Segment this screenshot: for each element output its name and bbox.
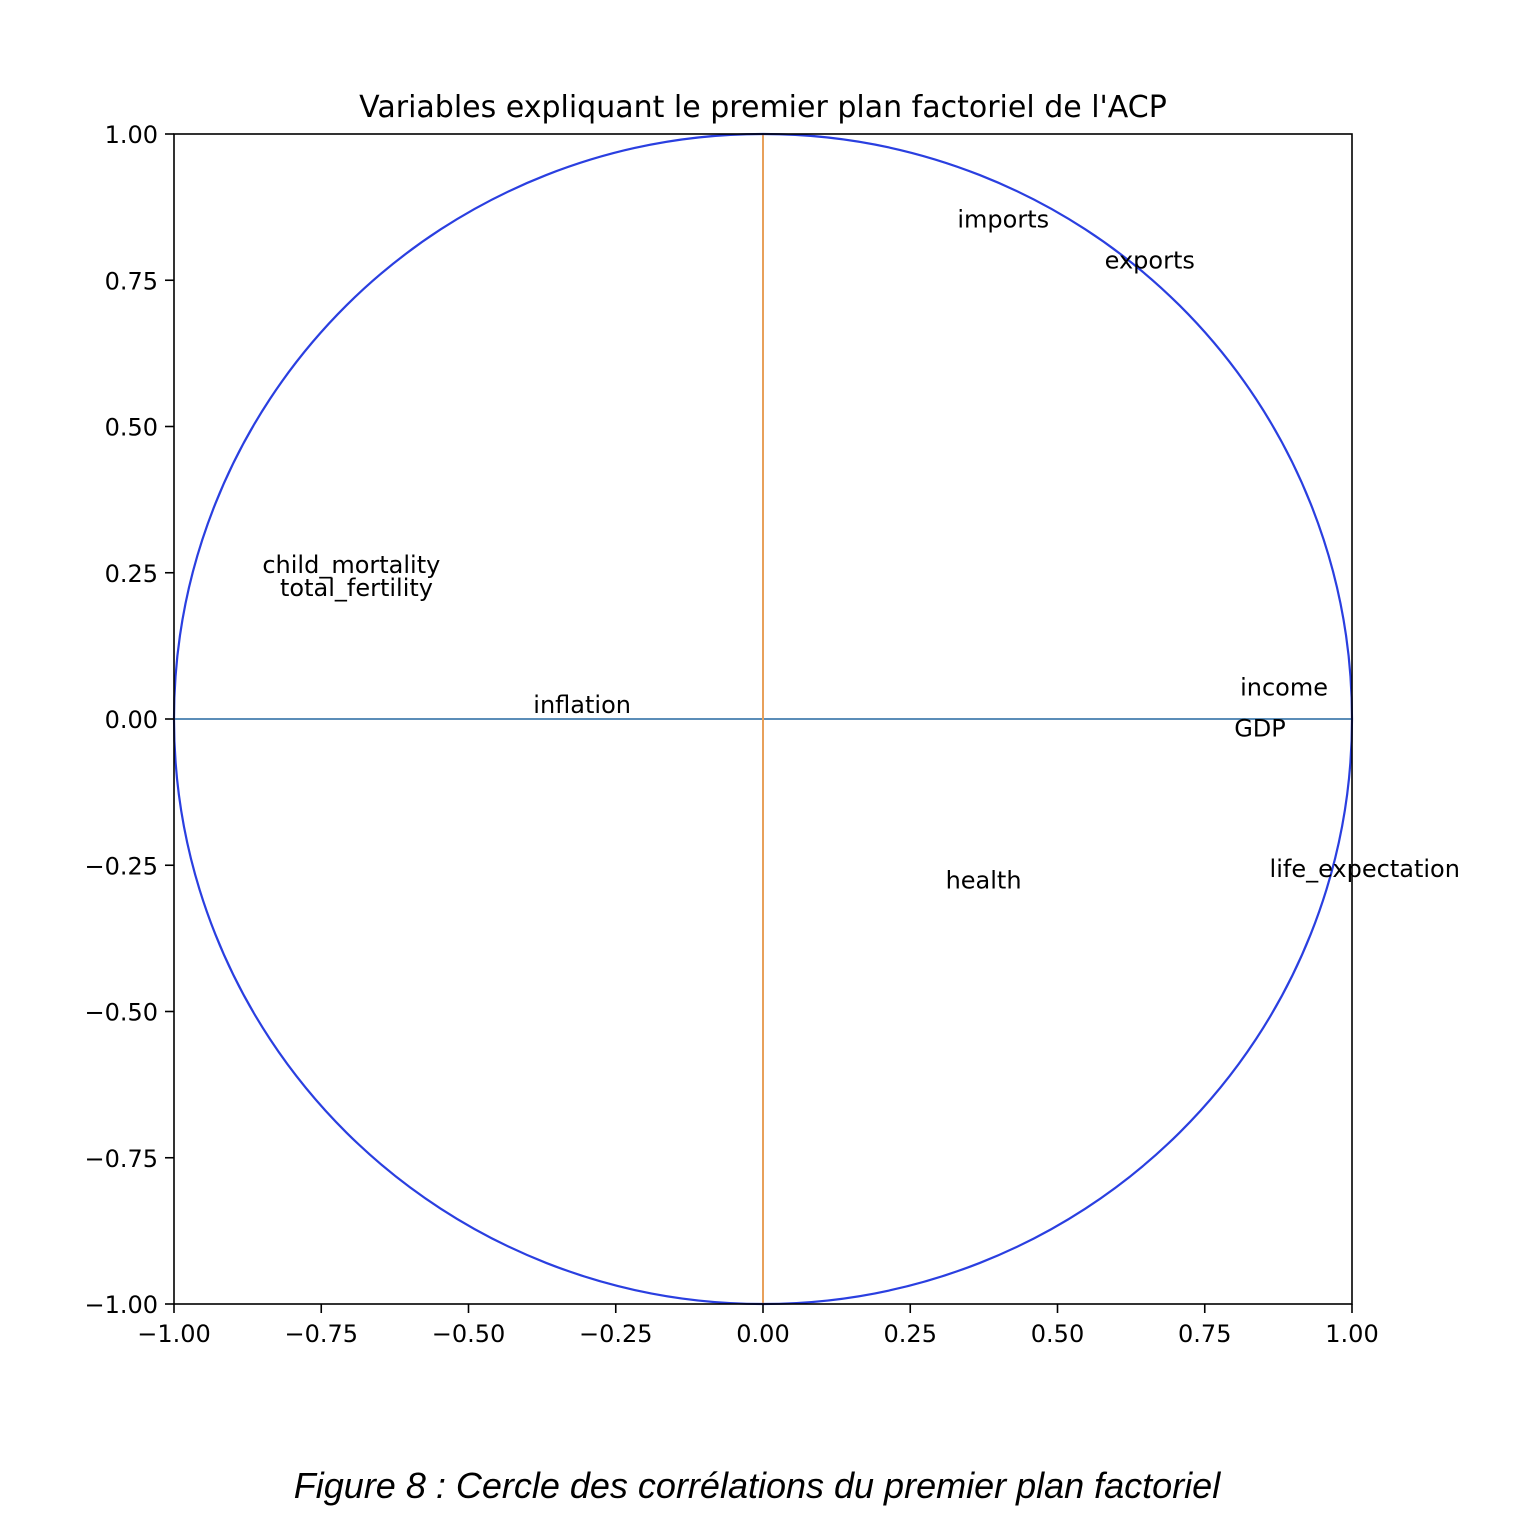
variable-label: GDP [1234,715,1286,743]
x-tick-label: −0.50 [432,1320,506,1348]
y-tick-label: 0.50 [105,414,158,442]
y-tick-label: −0.50 [84,999,158,1027]
variable-label: health [946,867,1022,895]
x-tick-label: 1.00 [1325,1320,1378,1348]
variable-label: exports [1105,247,1195,275]
y-tick-label: −1.00 [84,1291,158,1319]
figure-caption: Figure 8 : Cercle des corrélations du pr… [293,1465,1221,1506]
caption-band [0,1420,1514,1540]
variable-label: child_mortality [262,551,440,579]
y-tick-label: 0.75 [105,267,158,295]
variable-label: imports [957,206,1049,234]
y-tick-label: 1.00 [105,121,158,149]
chart-title: Variables expliquant le premier plan fac… [359,90,1167,125]
variable-label: life_expectation [1270,855,1460,883]
y-tick-label: −0.75 [84,1145,158,1173]
x-tick-label: −1.00 [137,1320,211,1348]
variable-label: inflation [533,691,631,719]
variable-label: total_fertility [280,574,433,602]
x-tick-label: −0.25 [579,1320,653,1348]
x-tick-label: 0.75 [1178,1320,1231,1348]
y-tick-label: 0.00 [105,706,158,734]
plot-area: −1.00 −0.75 −0.50 −0.25 0.00 0.25 0.50 0.75 1.00… [84,121,1459,1348]
x-tick-label: −0.75 [284,1320,358,1348]
correlation-circle-chart: Variables expliquant le premier plan fac… [84,90,1459,1348]
y-tick-label: 0.25 [105,560,158,588]
variable-label: income [1240,674,1328,702]
x-tick-label: 0.00 [736,1320,789,1348]
x-tick-label: 0.50 [1031,1320,1084,1348]
x-tick-label: 0.25 [884,1320,937,1348]
y-tick-label: −0.25 [84,852,158,880]
